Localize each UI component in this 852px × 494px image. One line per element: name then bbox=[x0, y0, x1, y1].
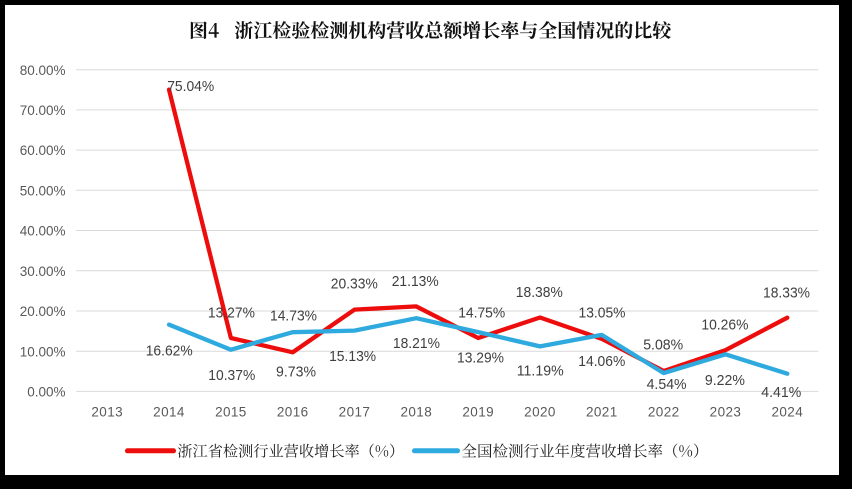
svg-text:13.29%: 13.29% bbox=[457, 350, 504, 367]
svg-text:2023: 2023 bbox=[710, 404, 742, 419]
svg-text:2017: 2017 bbox=[339, 404, 371, 419]
svg-text:2020: 2020 bbox=[524, 404, 556, 419]
svg-text:2013: 2013 bbox=[91, 404, 123, 419]
svg-text:2021: 2021 bbox=[586, 404, 618, 419]
svg-text:60.00%: 60.00% bbox=[20, 143, 66, 158]
svg-text:10.00%: 10.00% bbox=[20, 344, 66, 359]
svg-text:18.38%: 18.38% bbox=[516, 284, 563, 301]
svg-text:2018: 2018 bbox=[400, 404, 432, 419]
svg-text:2015: 2015 bbox=[215, 404, 247, 419]
svg-text:13.27%: 13.27% bbox=[208, 305, 255, 322]
svg-text:14.73%: 14.73% bbox=[270, 308, 317, 325]
svg-text:2014: 2014 bbox=[153, 404, 185, 419]
svg-text:10.37%: 10.37% bbox=[208, 367, 255, 384]
svg-text:14.75%: 14.75% bbox=[458, 305, 505, 322]
svg-text:20.00%: 20.00% bbox=[20, 304, 66, 319]
svg-text:10.26%: 10.26% bbox=[701, 317, 748, 334]
svg-text:2019: 2019 bbox=[462, 404, 494, 419]
svg-text:70.00%: 70.00% bbox=[20, 103, 66, 118]
svg-text:9.73%: 9.73% bbox=[276, 363, 316, 380]
svg-text:18.21%: 18.21% bbox=[393, 335, 440, 352]
svg-text:14.06%: 14.06% bbox=[578, 353, 625, 370]
svg-text:15.13%: 15.13% bbox=[329, 348, 376, 365]
svg-text:50.00%: 50.00% bbox=[20, 183, 66, 198]
svg-text:2024: 2024 bbox=[771, 404, 803, 419]
svg-text:40.00%: 40.00% bbox=[20, 224, 66, 239]
svg-text:11.19%: 11.19% bbox=[517, 362, 564, 379]
svg-text:20.33%: 20.33% bbox=[331, 276, 378, 293]
svg-text:16.62%: 16.62% bbox=[146, 343, 193, 360]
svg-text:2016: 2016 bbox=[277, 404, 309, 419]
svg-text:30.00%: 30.00% bbox=[20, 264, 66, 279]
svg-text:4.41%: 4.41% bbox=[761, 384, 801, 401]
svg-text:0.00%: 0.00% bbox=[27, 385, 65, 400]
svg-text:75.04%: 75.04% bbox=[167, 78, 214, 95]
svg-text:4.54%: 4.54% bbox=[647, 376, 687, 393]
svg-text:80.00%: 80.00% bbox=[20, 63, 66, 78]
svg-text:21.13%: 21.13% bbox=[392, 273, 439, 290]
svg-text:18.33%: 18.33% bbox=[763, 285, 810, 302]
svg-text:9.22%: 9.22% bbox=[705, 372, 745, 389]
svg-text:13.05%: 13.05% bbox=[579, 304, 626, 321]
svg-text:2022: 2022 bbox=[648, 404, 680, 419]
svg-text:5.08%: 5.08% bbox=[643, 336, 683, 353]
